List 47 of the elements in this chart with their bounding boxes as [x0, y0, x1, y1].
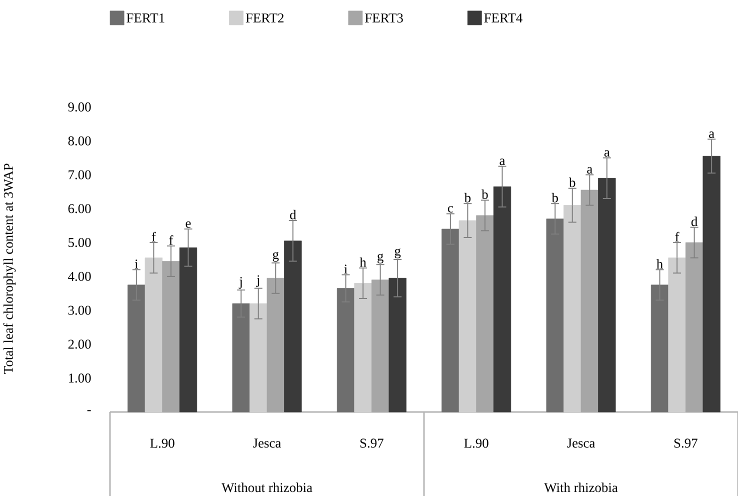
data-label: a	[500, 158, 506, 166]
data-label: b	[569, 178, 576, 188]
legend-label: FERT2	[246, 13, 284, 22]
data-label: a	[709, 132, 714, 138]
y-tick-label: -	[87, 410, 91, 412]
data-label: g	[394, 248, 401, 258]
legend-label: FERT3	[365, 13, 403, 22]
data-label: b	[552, 192, 558, 202]
y-tick-label: 3.00	[68, 306, 91, 315]
data-label: i	[344, 264, 348, 274]
data-label: a	[604, 150, 610, 157]
data-label: i	[134, 260, 138, 268]
text: With rhizobia	[544, 482, 618, 492]
y-axis-title: Total leaf chlorophyll content at 3WAP	[3, 164, 16, 374]
data-label: b	[464, 192, 471, 202]
data-label: g	[272, 252, 279, 262]
y-tick-label: 7.00	[68, 170, 91, 180]
data-label: f	[675, 232, 680, 242]
data-label: e	[186, 221, 191, 228]
data-label: j	[238, 277, 242, 289]
y-tick-label: 1.00	[68, 374, 91, 383]
x-tick-label: S.97	[360, 438, 384, 448]
data-label: h	[656, 259, 663, 268]
x-tick-label: Jesca	[253, 438, 281, 448]
y-tick-label: 9.00	[68, 102, 91, 112]
data-label: d	[290, 210, 296, 220]
legend-label: FERT4	[484, 13, 522, 22]
text: Without rhizobia	[222, 482, 312, 492]
x-tick-label: S.97	[674, 438, 698, 448]
data-label: b	[482, 190, 488, 199]
y-tick-label: 5.00	[68, 238, 91, 248]
x-tick-label: L.90	[150, 438, 174, 448]
data-label: d	[691, 216, 698, 226]
y-tick-label: 4.00	[68, 272, 91, 282]
x-tick-label: Jesca	[567, 438, 595, 448]
data-label: h	[360, 257, 366, 267]
data-label: f	[152, 232, 156, 242]
data-label: g	[378, 254, 384, 264]
data-label: j	[256, 275, 260, 288]
x-tick-label: L.90	[464, 438, 488, 448]
y-tick-label: 8.00	[68, 136, 91, 146]
y-tick-label: 2.00	[68, 340, 91, 349]
data-label: f	[169, 235, 174, 245]
legend-label: FERT1	[126, 13, 164, 22]
data-label: a	[587, 167, 592, 174]
data-label: c	[448, 206, 454, 213]
y-tick-label: 6.00	[68, 204, 91, 214]
